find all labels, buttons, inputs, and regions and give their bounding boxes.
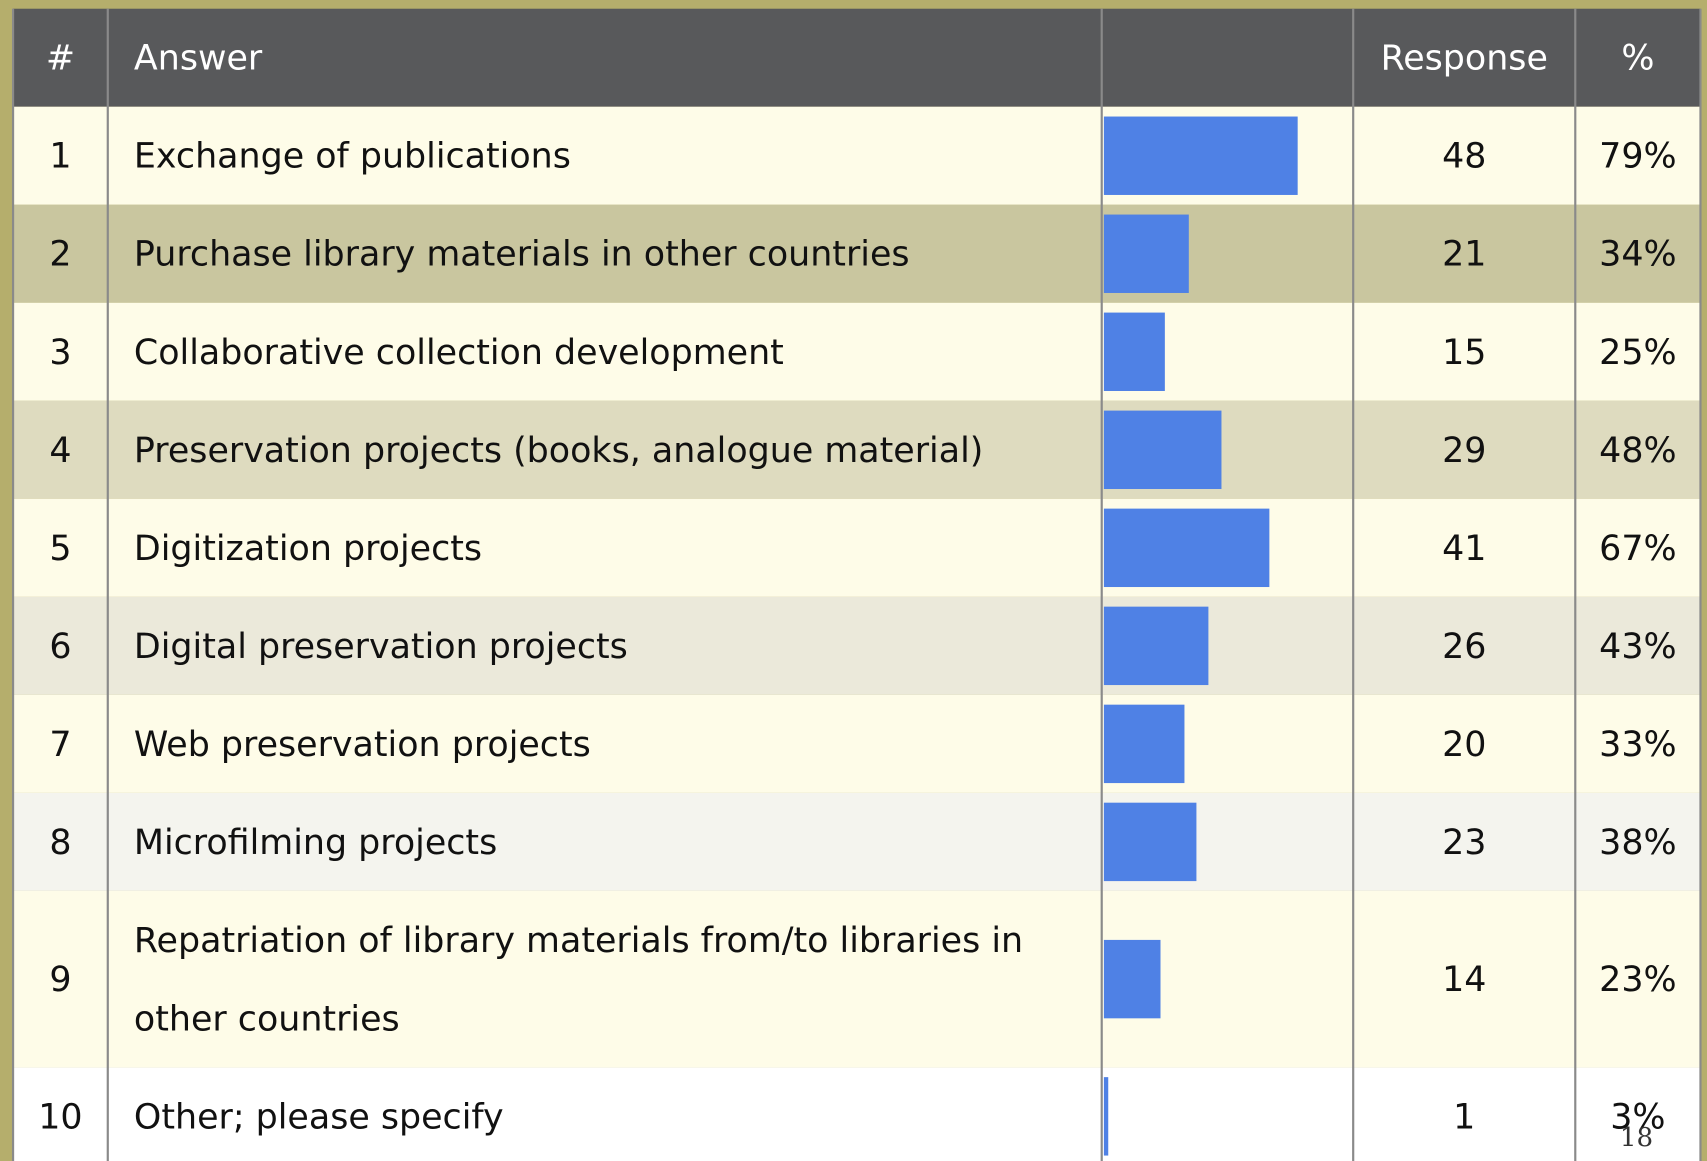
row-background [13,694,1701,793]
row-answer: Preservation projects (books, analogue m… [133,429,984,471]
row-number: 6 [49,625,72,667]
row-background [13,890,1701,1068]
row-answer: Collaborative collection development [133,331,784,373]
row-response: 23 [1442,821,1487,863]
row-number: 8 [49,821,72,863]
response-bar [1103,116,1298,195]
header-response: Response [1380,37,1548,79]
row-response: 14 [1442,958,1487,1000]
row-number: 5 [49,527,72,569]
column-divider [1352,8,1355,1161]
row-answer: Exchange of publications [133,135,571,177]
row-answer: Purchase library materials in other coun… [133,233,910,275]
row-response: 29 [1442,429,1487,471]
row-number: 7 [49,723,72,765]
row-background [13,1067,1701,1161]
row-background [13,498,1701,597]
row-percent: 3% [1610,1095,1666,1138]
row-answer: Digital preservation projects [133,625,628,667]
row-answer: Repatriation of library materials from/t… [133,919,1024,1040]
header-percent: % [1621,37,1655,79]
row-background [13,596,1701,695]
row-response: 26 [1442,625,1487,667]
row-number: 10 [38,1095,83,1138]
column-divider [1699,8,1702,1161]
row-percent: 79% [1599,135,1677,177]
row-answer: Other; please specify [133,1095,504,1138]
row-background [13,792,1701,891]
column-divider [1574,8,1577,1161]
column-divider [106,8,109,1161]
row-background [13,302,1701,401]
column-divider [1100,8,1103,1161]
response-bar [1103,508,1270,588]
row-answer: Web preservation projects [133,723,591,765]
row-percent: 23% [1599,958,1677,1000]
row-percent: 25% [1599,331,1677,373]
row-number: 4 [49,429,72,471]
row-answer: Digitization projects [133,527,483,569]
row-percent: 67% [1599,527,1677,569]
header-cell [13,8,1701,107]
response-bar [1103,802,1197,882]
response-bar [1103,704,1185,784]
row-percent: 43% [1599,625,1677,667]
row-response: 41 [1442,527,1487,569]
response-bar [1103,939,1161,1019]
row-number: 1 [49,135,72,177]
row-number: 2 [49,233,72,275]
response-bar [1103,410,1221,490]
column-divider [11,8,15,1161]
row-response: 21 [1442,233,1487,275]
header-number: # [45,37,76,79]
row-percent: 48% [1599,429,1677,471]
row-background [13,106,1701,205]
row-background [13,204,1701,303]
response-bar [1103,312,1165,391]
row-number: 3 [49,331,72,373]
row-percent: 34% [1599,233,1677,275]
row-number: 9 [49,958,72,1000]
response-bar [1103,1077,1108,1156]
row-percent: 38% [1599,821,1677,863]
response-bar [1103,214,1189,293]
row-background [13,400,1701,499]
response-bar [1103,606,1209,686]
row-response: 1 [1453,1095,1476,1138]
row-answer: Microfilming projects [133,821,498,863]
page-number: 18 [1619,1121,1654,1153]
row-response: 15 [1442,331,1487,373]
row-response: 20 [1442,723,1487,765]
header-answer: Answer [133,37,263,79]
row-response: 48 [1442,135,1487,177]
row-percent: 33% [1599,723,1677,765]
